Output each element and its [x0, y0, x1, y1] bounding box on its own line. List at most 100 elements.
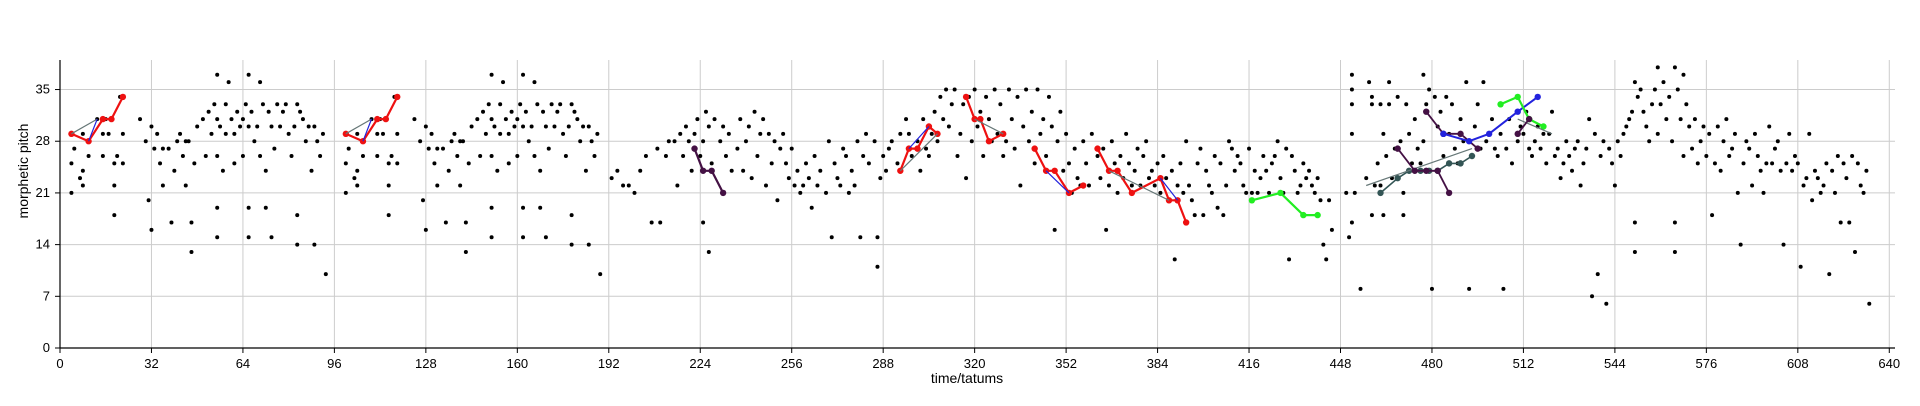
note-point: [521, 235, 526, 240]
note-point: [972, 87, 977, 92]
pattern-point-red: [394, 93, 401, 101]
note-point: [269, 124, 274, 129]
note-point: [218, 124, 223, 129]
note-point: [100, 131, 105, 136]
note-point: [701, 139, 706, 144]
note-point: [158, 161, 163, 166]
note-point: [272, 146, 277, 151]
note-point: [1721, 139, 1726, 144]
pattern-point-red: [374, 115, 381, 123]
note-point: [1238, 161, 1243, 166]
note-point: [223, 102, 228, 107]
note-point: [1632, 250, 1637, 254]
x-tick-label: 288: [872, 356, 894, 371]
note-point: [1424, 102, 1429, 107]
note-point: [638, 168, 643, 173]
note-point: [501, 80, 506, 85]
note-point: [818, 168, 823, 173]
note-point: [1395, 94, 1400, 99]
note-point: [1055, 139, 1060, 144]
note-point: [1149, 168, 1154, 173]
note-point: [615, 168, 620, 173]
pattern-point-purple: [1445, 189, 1453, 197]
note-point: [938, 94, 943, 99]
note-point: [1307, 168, 1312, 173]
note-point: [561, 131, 566, 136]
note-point: [875, 264, 880, 269]
note-point: [1132, 168, 1137, 173]
note-point: [232, 131, 237, 136]
note-point: [1312, 190, 1317, 195]
note-point: [563, 154, 568, 158]
note-point: [975, 124, 980, 129]
pattern-point-red: [99, 115, 107, 123]
note-point: [1324, 257, 1329, 262]
x-tick-label: 64: [236, 356, 250, 371]
note-point: [698, 154, 703, 158]
note-point: [718, 139, 723, 144]
note-point: [1610, 161, 1615, 166]
note-point: [1349, 87, 1354, 92]
note-point: [878, 176, 883, 181]
note-point: [466, 161, 471, 166]
note-point: [798, 190, 803, 195]
note-point: [1681, 154, 1686, 158]
note-point: [1352, 190, 1357, 195]
pattern-point-purple: [719, 189, 727, 197]
note-point: [581, 124, 586, 129]
note-point: [778, 146, 783, 151]
note-point: [1750, 183, 1755, 188]
note-point: [389, 154, 394, 158]
pattern-point-purple: [699, 167, 707, 174]
note-point: [506, 131, 511, 136]
note-point: [1544, 161, 1549, 166]
note-point: [981, 154, 986, 158]
note-point: [189, 220, 194, 225]
note-point: [235, 109, 240, 114]
note-point: [1538, 146, 1543, 151]
note-point: [1664, 117, 1669, 122]
note-point: [1812, 168, 1817, 173]
note-point: [1375, 161, 1380, 166]
note-point: [492, 124, 497, 129]
note-point: [258, 80, 263, 85]
note-point: [278, 124, 283, 129]
pattern-point-red: [962, 93, 970, 101]
note-point: [578, 139, 583, 144]
note-point: [495, 168, 500, 173]
pattern-point-teal: [1394, 174, 1401, 182]
note-point: [886, 146, 891, 151]
note-point: [1021, 124, 1026, 129]
pattern-point-red: [1051, 167, 1058, 174]
note-point: [106, 131, 111, 136]
note-point: [1764, 161, 1769, 166]
note-point: [149, 124, 154, 129]
note-point: [1049, 124, 1054, 129]
note-point: [1781, 242, 1786, 247]
note-point: [881, 154, 886, 158]
note-point: [446, 168, 451, 173]
x-tick-label: 576: [1696, 356, 1718, 371]
note-point: [1229, 146, 1234, 151]
note-point: [506, 161, 511, 166]
note-point: [266, 109, 271, 114]
x-tick-label: 320: [964, 356, 986, 371]
note-point: [909, 154, 914, 158]
note-point: [461, 139, 466, 144]
note-point: [1578, 183, 1583, 188]
note-point: [932, 109, 937, 114]
note-point: [323, 272, 328, 277]
note-point: [215, 205, 220, 210]
note-point: [138, 117, 143, 122]
note-point: [1621, 131, 1626, 136]
note-point: [1292, 168, 1297, 173]
note-point: [441, 146, 446, 151]
note-point: [552, 124, 557, 129]
x-tick-label: 416: [1238, 356, 1260, 371]
note-point: [209, 131, 214, 136]
pattern-point-green: [1540, 123, 1547, 130]
note-point: [86, 154, 91, 158]
note-point: [72, 146, 77, 151]
note-point: [895, 161, 900, 166]
